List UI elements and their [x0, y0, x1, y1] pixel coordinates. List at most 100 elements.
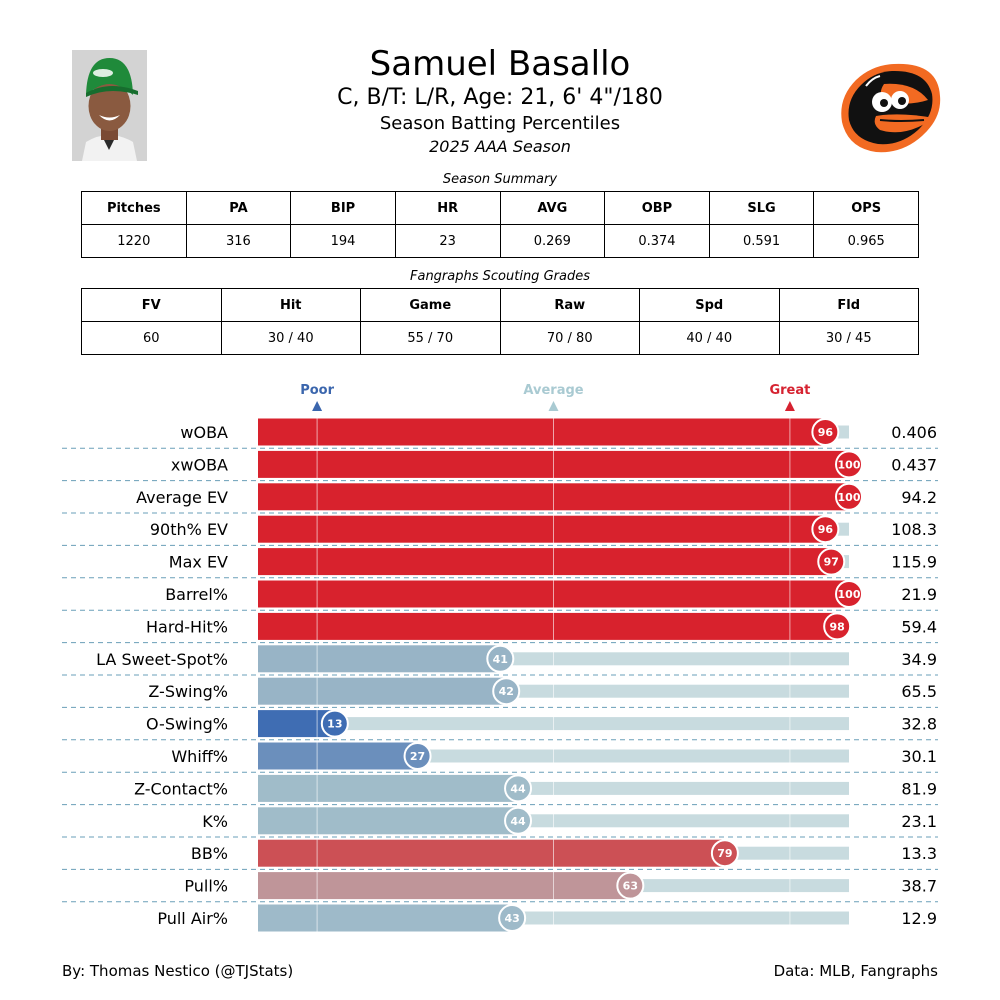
- metric-value: 108.3: [891, 520, 937, 539]
- metric-label: Z-Contact%: [134, 779, 228, 798]
- summary-header: OPS: [813, 191, 919, 225]
- percentile-label: 44: [510, 782, 526, 795]
- summary-header: SLG: [708, 191, 815, 225]
- percentile-bubble: [492, 677, 521, 706]
- percentile-bubble: [835, 450, 863, 479]
- percentile-bubble: [504, 806, 533, 835]
- scouting-header: Spd: [639, 288, 780, 322]
- percentile-bubble: [403, 742, 432, 770]
- percentile-label: 100: [838, 491, 861, 504]
- scouting-value: 55 / 70: [360, 321, 501, 355]
- metric-value: 94.2: [901, 488, 937, 507]
- scouting-grades-table: FV Hit Game Raw Spd Fld 60 30 / 40 55 / …: [81, 288, 919, 355]
- metric-label: Pull Air%: [157, 909, 228, 928]
- percentile-bar: [258, 904, 513, 932]
- metric-label: Hard-Hit%: [146, 617, 228, 636]
- percentile-label: 97: [824, 556, 839, 569]
- percentile-bar: [258, 872, 631, 900]
- player-name: Samuel Basallo: [369, 44, 631, 84]
- season-label: 2025 AAA Season: [429, 137, 571, 156]
- percentile-bar: [258, 774, 519, 802]
- summary-header: BIP: [290, 191, 396, 225]
- percentile-bubble: [811, 515, 840, 544]
- metric-value: 0.406: [891, 423, 937, 442]
- metric-value: 0.437: [891, 455, 937, 474]
- scouting-header: Game: [360, 288, 501, 322]
- percentile-bar: [258, 418, 826, 446]
- credit-data-source: Data: MLB, Fangraphs: [773, 962, 938, 980]
- percentile-label: 100: [838, 458, 861, 471]
- scouting-value: 70 / 80: [499, 321, 640, 355]
- summary-header: Pitches: [81, 191, 187, 225]
- scale-marker-label: Average: [523, 383, 583, 398]
- summary-value: 0.965: [813, 224, 919, 258]
- percentile-bar: [258, 515, 826, 543]
- percentile-label: 98: [830, 620, 845, 633]
- metric-label: wOBA: [180, 423, 228, 442]
- percentile-bubble: [823, 612, 852, 641]
- percentile-bubble: [616, 871, 645, 900]
- orioles-logo: [836, 56, 944, 158]
- percentile-label: 100: [838, 588, 861, 601]
- metric-label: LA Sweet-Spot%: [96, 650, 228, 669]
- percentile-bubble: [811, 418, 840, 446]
- chart-subtitle: Season Batting Percentiles: [379, 113, 621, 134]
- scale-marker-label: Great: [769, 383, 810, 398]
- percentile-bar: [258, 612, 838, 640]
- metric-value: 59.4: [901, 617, 937, 636]
- scouting-caption: Fangraphs Scouting Grades: [410, 269, 590, 284]
- metric-value: 12.9: [901, 909, 937, 928]
- percentile-label: 44: [510, 815, 526, 828]
- metric-label: Barrel%: [165, 585, 228, 604]
- percentile-label: 96: [818, 426, 834, 439]
- percentile-bubble: [504, 774, 533, 803]
- percentile-bar-chart: wOBA 0.406 xwOBA 0.437 Average EV 94.2 90th% E…: [62, 383, 938, 932]
- metric-label: xwOBA: [171, 455, 228, 474]
- percentile-label: 96: [818, 523, 834, 536]
- summary-header: PA: [185, 191, 292, 225]
- percentile-bubble: [817, 547, 846, 576]
- percentile-label: 63: [623, 880, 638, 893]
- percentile-bubble: [320, 709, 349, 738]
- metric-value: 115.9: [891, 553, 937, 572]
- summary-value: 0.374: [604, 224, 710, 258]
- scouting-header: Hit: [220, 288, 361, 322]
- scouting-header: FV: [81, 288, 222, 322]
- percentile-bubble: [498, 904, 527, 932]
- scale-marker-label: Poor: [300, 383, 334, 398]
- summary-value: 0.269: [499, 224, 606, 258]
- percentile-bar: [258, 742, 418, 770]
- metric-value: 32.8: [901, 715, 937, 734]
- percentile-label: 41: [493, 653, 508, 666]
- percentile-label: 42: [499, 685, 514, 698]
- metric-label: O-Swing%: [146, 715, 228, 734]
- percentile-bar: [258, 807, 519, 835]
- scale-marker-arrow: [312, 401, 323, 411]
- metric-label: Z-Swing%: [148, 682, 228, 701]
- metric-value: 23.1: [901, 812, 937, 831]
- metric-value: 21.9: [901, 585, 937, 604]
- scouting-value: 40 / 40: [639, 321, 780, 355]
- metric-value: 38.7: [901, 877, 937, 896]
- metric-value: 13.3: [901, 844, 937, 863]
- summary-header: OBP: [604, 191, 710, 225]
- credit-author: By: Thomas Nestico (@TJStats): [62, 962, 294, 980]
- metric-value: 30.1: [901, 747, 937, 766]
- metric-label: 90th% EV: [150, 520, 228, 539]
- scouting-value: 30 / 45: [778, 321, 919, 355]
- summary-header: HR: [394, 191, 501, 225]
- metric-label: K%: [202, 812, 228, 831]
- summary-value: 1220: [81, 224, 187, 258]
- season-summary-table: Pitches PA BIP HR AVG OBP SLG OPS 1220 3…: [81, 191, 919, 258]
- player-headshot: [72, 50, 147, 161]
- summary-header: AVG: [499, 191, 606, 225]
- percentile-bar: [258, 839, 725, 867]
- percentile-label: 43: [504, 912, 519, 925]
- percentile-bubble: [835, 580, 863, 608]
- summary-caption: Season Summary: [442, 172, 558, 187]
- percentile-bubble: [835, 482, 863, 511]
- summary-value: 0.591: [708, 224, 815, 258]
- scale-marker-arrow: [548, 401, 559, 411]
- metric-label: Whiff%: [171, 747, 228, 766]
- player-bio: C, B/T: L/R, Age: 21, 6' 4"/180: [337, 85, 663, 110]
